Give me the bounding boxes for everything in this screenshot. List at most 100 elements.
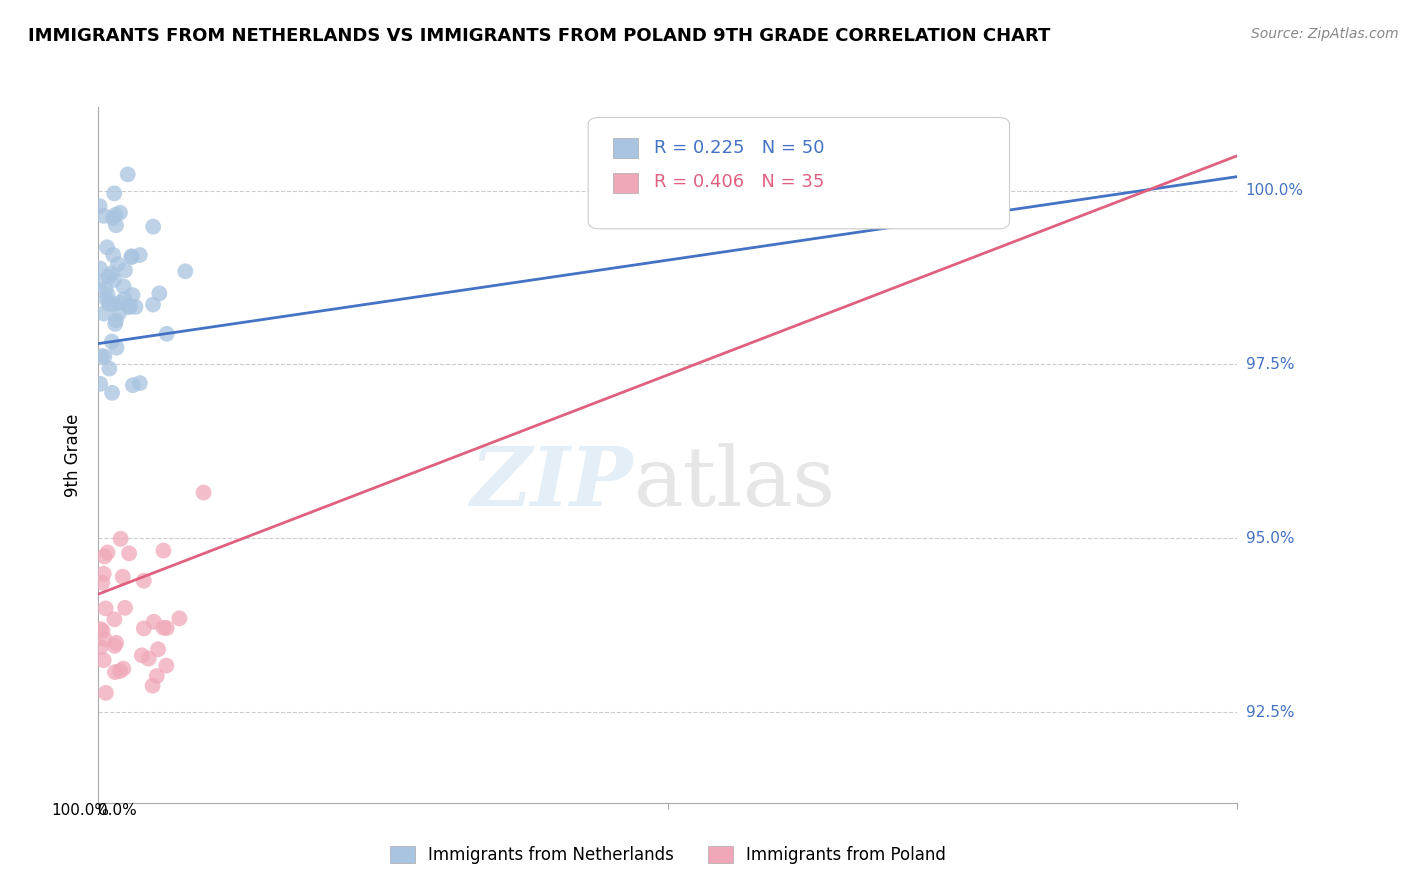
Point	[112, 279, 135, 293]
Point	[108, 295, 131, 310]
Point	[103, 612, 125, 626]
Point	[145, 669, 167, 683]
Point	[89, 199, 111, 213]
Point	[128, 248, 150, 262]
Point	[94, 282, 117, 296]
Text: 100.0%: 100.0%	[1246, 183, 1303, 198]
Point	[108, 205, 131, 219]
FancyBboxPatch shape	[613, 173, 638, 193]
Point	[124, 300, 146, 314]
Point	[94, 686, 117, 700]
Point	[121, 249, 143, 263]
Text: Source: ZipAtlas.com: Source: ZipAtlas.com	[1251, 27, 1399, 41]
Text: ZIP: ZIP	[471, 442, 634, 523]
Point	[128, 376, 150, 391]
Point	[101, 385, 124, 400]
Point	[90, 640, 112, 654]
Point	[114, 600, 136, 615]
Text: R = 0.225   N = 50: R = 0.225 N = 50	[654, 139, 825, 157]
Point	[108, 664, 131, 678]
Text: 100.0%: 100.0%	[52, 803, 110, 818]
Point	[98, 269, 121, 284]
Point	[101, 211, 124, 226]
Point	[169, 611, 191, 625]
Point	[104, 639, 127, 653]
Point	[93, 632, 115, 647]
Point	[98, 361, 121, 376]
Point	[90, 349, 112, 363]
Point	[118, 546, 141, 560]
Point	[105, 313, 128, 327]
Point	[152, 621, 174, 635]
Point	[111, 570, 134, 584]
Point	[103, 186, 125, 201]
Point	[142, 219, 165, 234]
Point	[132, 574, 155, 588]
Point	[112, 662, 135, 676]
Text: atlas: atlas	[634, 442, 835, 523]
Point	[122, 378, 145, 392]
Point	[97, 287, 120, 301]
Point	[156, 326, 179, 341]
Point	[96, 240, 118, 254]
Legend: Immigrants from Netherlands, Immigrants from Poland: Immigrants from Netherlands, Immigrants …	[384, 839, 952, 871]
Point	[89, 376, 111, 391]
Text: 92.5%: 92.5%	[1246, 705, 1294, 720]
Point	[93, 549, 115, 564]
Point	[118, 300, 141, 314]
Point	[104, 665, 127, 679]
Point	[96, 292, 118, 306]
Point	[107, 257, 129, 271]
Point	[142, 615, 165, 629]
FancyBboxPatch shape	[613, 138, 638, 158]
Point	[90, 622, 112, 636]
Point	[114, 263, 136, 277]
Text: 0.0%: 0.0%	[98, 803, 138, 818]
FancyBboxPatch shape	[588, 118, 1010, 229]
Point	[104, 317, 127, 331]
Point	[105, 636, 128, 650]
Point	[101, 334, 124, 349]
Point	[118, 299, 141, 313]
Point	[94, 601, 117, 615]
Point	[152, 543, 174, 558]
Point	[93, 653, 115, 667]
Point	[100, 267, 122, 281]
Point	[138, 651, 160, 665]
Text: 95.0%: 95.0%	[1246, 531, 1294, 546]
Point	[121, 288, 143, 302]
Point	[174, 264, 197, 278]
Point	[105, 341, 128, 355]
Point	[103, 273, 125, 287]
Point	[93, 307, 115, 321]
Point	[146, 642, 169, 657]
Point	[112, 292, 135, 306]
Point	[96, 545, 118, 559]
Y-axis label: 9th Grade: 9th Grade	[65, 413, 83, 497]
Point	[103, 248, 125, 262]
Point	[105, 219, 128, 233]
Text: IMMIGRANTS FROM NETHERLANDS VS IMMIGRANTS FROM POLAND 9TH GRADE CORRELATION CHAR: IMMIGRANTS FROM NETHERLANDS VS IMMIGRANT…	[28, 27, 1050, 45]
Point	[93, 566, 115, 581]
Point	[155, 658, 177, 673]
Point	[97, 297, 120, 311]
Point	[91, 624, 114, 638]
Point	[142, 297, 165, 311]
Point	[89, 276, 111, 290]
Point	[91, 575, 114, 590]
Point	[132, 622, 155, 636]
Point	[156, 621, 179, 635]
Point	[142, 679, 165, 693]
Point	[121, 250, 143, 264]
Point	[108, 305, 131, 319]
Text: 97.5%: 97.5%	[1246, 357, 1294, 372]
Point	[93, 209, 115, 223]
Point	[89, 261, 111, 276]
Point	[117, 168, 139, 182]
Point	[103, 297, 125, 311]
Point	[148, 286, 170, 301]
Text: R = 0.406   N = 35: R = 0.406 N = 35	[654, 173, 824, 191]
Point	[193, 485, 215, 500]
Point	[104, 208, 127, 222]
Point	[110, 532, 132, 546]
